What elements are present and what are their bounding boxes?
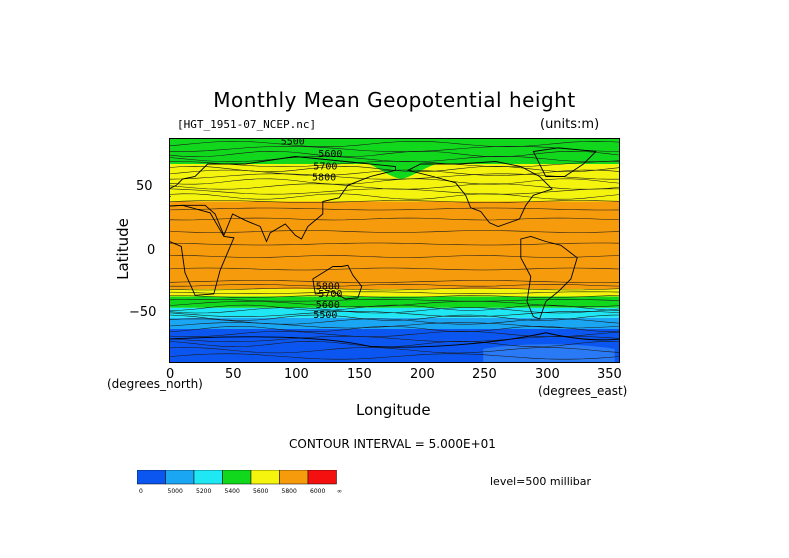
y-tick-label: 0 [147, 243, 156, 258]
colorbar-label: ∞ [337, 488, 342, 495]
file-label: [HGT_1951-07_NCEP.nc] [177, 118, 317, 131]
colorbar-swatch [250, 469, 280, 485]
contour-line [170, 322, 619, 329]
contour-value-label: 5800 [316, 281, 340, 292]
contour-interval-label: CONTOUR INTERVAL = 5.000E+01 [289, 437, 496, 451]
colorbar-label: 0 [139, 488, 143, 495]
colorbar-swatch [307, 469, 337, 485]
continent-outline [532, 147, 597, 177]
colorbar-label: 5800 [282, 488, 297, 495]
contour-line [170, 217, 619, 221]
contour-line [170, 156, 619, 162]
contour-line [170, 314, 619, 321]
contour-value-label: 5500 [313, 310, 337, 321]
contour-value-label: 5800 [312, 173, 336, 184]
map-plot-area: 5500 5600 5700 5800 5800 5700 5600 5500 [169, 138, 620, 363]
contour-line [170, 307, 619, 314]
contour-value-label: 5700 [313, 161, 337, 172]
contour-line [170, 183, 619, 190]
colorbar-label: 5000 [168, 488, 183, 495]
color-band [170, 201, 619, 289]
colorbar-legend: 0 5000 5200 5400 5600 5800 6000 ∞ [136, 469, 347, 500]
continent-outline [406, 161, 553, 227]
contour-line [170, 353, 619, 360]
contour-value-label: 5600 [316, 300, 340, 311]
x-tick-label: 0 [166, 367, 175, 382]
antarctica-outline [170, 332, 619, 348]
colorbar-swatch [165, 469, 195, 485]
y-tick-label: 50 [136, 179, 153, 194]
units-label: (units:m) [540, 117, 600, 132]
contour-line [170, 311, 619, 317]
colorbar-label: 5200 [196, 488, 211, 495]
x-tick-label: 100 [284, 367, 309, 382]
contour-line [170, 230, 619, 233]
colorbar-swatch [193, 469, 223, 485]
x-tick-label: 250 [472, 367, 497, 382]
color-band [170, 296, 619, 308]
color-band [170, 289, 619, 297]
contour-line [170, 295, 619, 298]
contour-value-label: 5500 [281, 139, 305, 147]
colorbar-swatch [279, 469, 309, 485]
contour-line [170, 304, 619, 311]
x-tick-label: 50 [225, 367, 242, 382]
contour-line [170, 242, 619, 246]
colorbar: 0 5000 5200 5400 5600 5800 6000 ∞ [136, 469, 342, 495]
y-axis-title: Latitude [113, 218, 132, 280]
continent-outline [520, 236, 578, 320]
x-axis-title: Longitude [356, 401, 431, 419]
contour-line [170, 146, 619, 152]
colorbar-swatch [222, 469, 252, 485]
contour-line [170, 193, 619, 200]
contour-line [170, 151, 619, 157]
colorbar-label: 5600 [253, 488, 268, 495]
contour-line [170, 207, 619, 211]
contour-line [170, 299, 619, 302]
region-shape [345, 139, 459, 179]
color-band [170, 317, 619, 329]
contour-value-label: 5700 [318, 289, 342, 300]
colorbar-swatch [136, 469, 166, 485]
level-label: level=500 millibar [490, 475, 592, 488]
contour-line [170, 284, 619, 287]
x-tick-label: 150 [347, 367, 372, 382]
contour-value-label: 5600 [318, 149, 342, 160]
x-tick-label: 300 [535, 367, 560, 382]
contour-line [170, 318, 619, 325]
continent-outline [170, 156, 396, 243]
contour-line [170, 267, 619, 271]
contour-line [170, 291, 619, 294]
contour-line [170, 347, 619, 354]
contour-line [170, 141, 619, 147]
y-axis-unit: (degrees_north) [107, 377, 203, 391]
contour-line [170, 200, 619, 203]
x-axis-unit: (degrees_east) [538, 384, 628, 398]
region-shape [483, 344, 615, 362]
colorbar-label: 5400 [225, 488, 240, 495]
contour-line [170, 280, 619, 283]
colorbar-label: 6000 [310, 488, 325, 495]
x-tick-label: 200 [410, 367, 435, 382]
contour-line [170, 301, 619, 307]
contour-line [170, 326, 619, 332]
x-tick-label: 350 [597, 367, 622, 382]
contour-line [170, 255, 619, 258]
contour-line [170, 341, 619, 347]
chart-title: Monthly Mean Geopotential height [213, 88, 576, 112]
y-tick-label: −50 [129, 305, 157, 320]
contour-line [170, 178, 619, 185]
contour-line [170, 331, 619, 337]
continent-outline [312, 264, 363, 300]
contour-line [170, 287, 619, 291]
